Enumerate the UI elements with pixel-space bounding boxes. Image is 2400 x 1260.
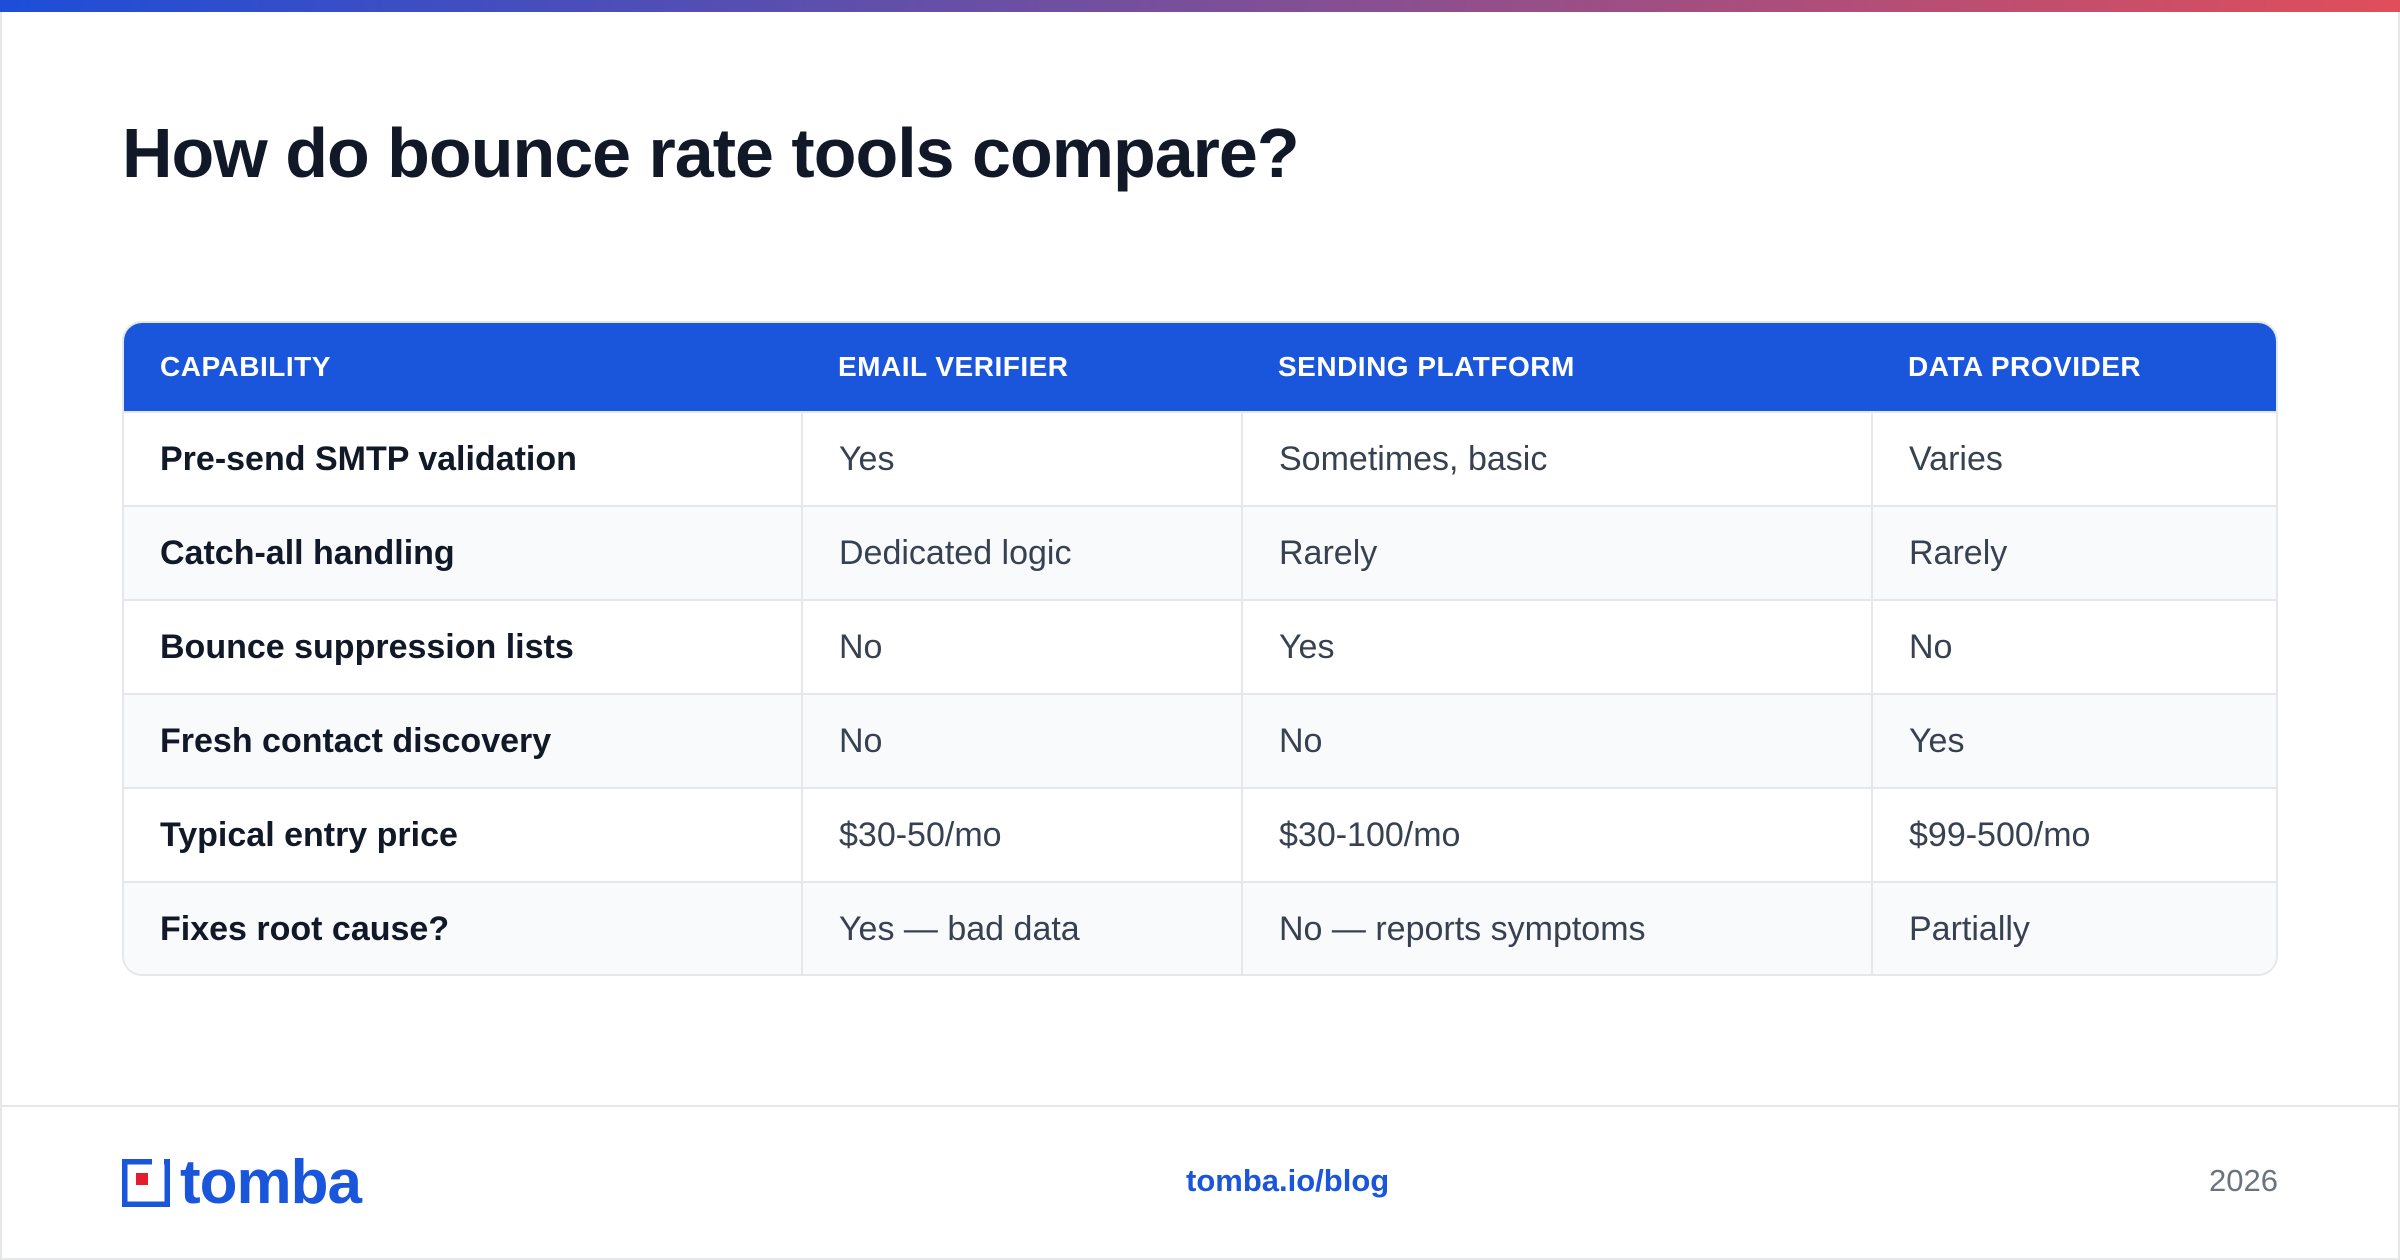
table-cell: Yes — bad data [801, 881, 1242, 974]
tomba-logo: tomba [122, 1148, 362, 1217]
row-label: Catch-all handling [124, 505, 802, 600]
header-email-verifier: EMAIL VERIFIER [838, 351, 1069, 382]
table-row: Fixes root cause? Yes — bad data No — re… [124, 881, 2276, 974]
comparison-table: CAPABILITY EMAIL VERIFIER SENDING PLATFO… [122, 321, 2278, 976]
row-label: Fixes root cause? [124, 881, 802, 974]
tomba-logo-icon [122, 1159, 170, 1207]
table-cell: Yes [1871, 693, 2276, 788]
table-cell: Rarely [1241, 505, 1872, 600]
table-cell: No [1241, 693, 1872, 788]
table-cell: No [801, 693, 1242, 788]
table-header-row: CAPABILITY EMAIL VERIFIER SENDING PLATFO… [124, 323, 2276, 412]
table-cell: $30-100/mo [1241, 787, 1872, 882]
header-capability: CAPABILITY [160, 351, 331, 382]
table-cell: $99-500/mo [1871, 787, 2276, 882]
table-row: Catch-all handling Dedicated logic Rarel… [124, 505, 2276, 600]
header-sending-platform: SENDING PLATFORM [1278, 351, 1575, 382]
brand-name: tomba [180, 1148, 362, 1217]
top-gradient-bar [0, 0, 2400, 12]
table-cell: No [801, 599, 1242, 694]
header-data-provider: DATA PROVIDER [1908, 351, 2142, 382]
table-cell: Yes [1241, 599, 1872, 694]
blog-link[interactable]: tomba.io/blog [1186, 1163, 1390, 1198]
footer-divider [0, 1105, 2400, 1107]
table-row: Pre-send SMTP validation Yes Sometimes, … [124, 411, 2276, 506]
table-cell: No [1871, 599, 2276, 694]
table-cell: Sometimes, basic [1241, 411, 1872, 506]
table-cell: Dedicated logic [801, 505, 1242, 600]
row-label: Typical entry price [124, 787, 802, 882]
table-cell: Yes [801, 411, 1242, 506]
table-cell: Varies [1871, 411, 2276, 506]
table-cell: Rarely [1871, 505, 2276, 600]
table-row: Bounce suppression lists No Yes No [124, 599, 2276, 694]
footer-year: 2026 [2209, 1163, 2278, 1198]
row-label: Pre-send SMTP validation [124, 411, 802, 506]
row-label: Bounce suppression lists [124, 599, 802, 694]
table-cell: No — reports symptoms [1241, 881, 1872, 974]
table-row: Typical entry price $30-50/mo $30-100/mo… [124, 787, 2276, 882]
row-label: Fresh contact discovery [124, 693, 802, 788]
table-cell: Partially [1871, 881, 2276, 974]
page-title: How do bounce rate tools compare? [122, 114, 1300, 192]
table-row: Fresh contact discovery No No Yes [124, 693, 2276, 788]
table-cell: $30-50/mo [801, 787, 1242, 882]
